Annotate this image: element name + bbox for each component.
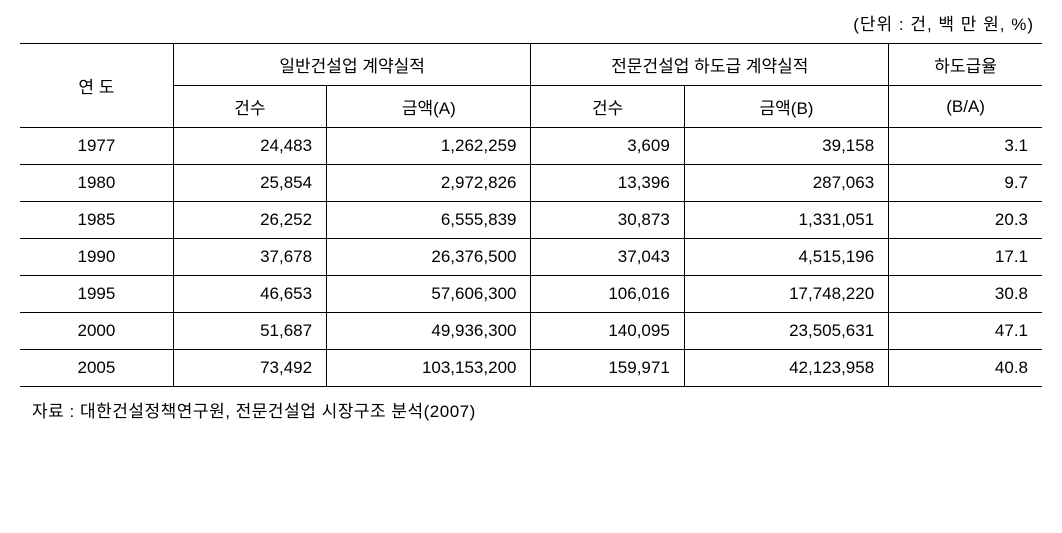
header-year: 연 도 xyxy=(20,44,173,128)
header-group-general: 일반건설업 계약실적 xyxy=(173,44,531,86)
cell-general-amount: 6,555,839 xyxy=(327,202,531,239)
cell-special-amount: 4,515,196 xyxy=(684,239,888,276)
header-general-count: 건수 xyxy=(173,86,326,128)
cell-year: 2000 xyxy=(20,313,173,350)
cell-rate: 17.1 xyxy=(889,239,1042,276)
cell-general-count: 24,483 xyxy=(173,128,326,165)
cell-special-amount: 42,123,958 xyxy=(684,350,888,387)
cell-rate: 30.8 xyxy=(889,276,1042,313)
cell-year: 2005 xyxy=(20,350,173,387)
header-rate-top: 하도급율 xyxy=(889,44,1042,86)
table-row: 2005 73,492 103,153,200 159,971 42,123,9… xyxy=(20,350,1042,387)
cell-general-amount: 2,972,826 xyxy=(327,165,531,202)
contract-table: 연 도 일반건설업 계약실적 전문건설업 하도급 계약실적 하도급율 건수 금액… xyxy=(20,43,1042,387)
table-row: 1995 46,653 57,606,300 106,016 17,748,22… xyxy=(20,276,1042,313)
cell-rate: 20.3 xyxy=(889,202,1042,239)
table-row: 1985 26,252 6,555,839 30,873 1,331,051 2… xyxy=(20,202,1042,239)
header-rate-sub: (B/A) xyxy=(889,86,1042,128)
cell-special-count: 159,971 xyxy=(531,350,684,387)
cell-special-amount: 17,748,220 xyxy=(684,276,888,313)
cell-rate: 40.8 xyxy=(889,350,1042,387)
cell-special-amount: 1,331,051 xyxy=(684,202,888,239)
table-row: 2000 51,687 49,936,300 140,095 23,505,63… xyxy=(20,313,1042,350)
cell-special-count: 30,873 xyxy=(531,202,684,239)
cell-rate: 3.1 xyxy=(889,128,1042,165)
cell-general-amount: 49,936,300 xyxy=(327,313,531,350)
unit-label: (단위 : 건, 백 만 원, %) xyxy=(20,10,1042,35)
cell-general-count: 26,252 xyxy=(173,202,326,239)
table-row: 1990 37,678 26,376,500 37,043 4,515,196 … xyxy=(20,239,1042,276)
cell-year: 1977 xyxy=(20,128,173,165)
cell-general-amount: 57,606,300 xyxy=(327,276,531,313)
cell-special-count: 3,609 xyxy=(531,128,684,165)
cell-year: 1985 xyxy=(20,202,173,239)
cell-special-count: 106,016 xyxy=(531,276,684,313)
cell-general-amount: 26,376,500 xyxy=(327,239,531,276)
source-note: 자료 : 대한건설정책연구원, 전문건설업 시장구조 분석(2007) xyxy=(20,397,1042,422)
cell-special-amount: 39,158 xyxy=(684,128,888,165)
header-general-amount: 금액(A) xyxy=(327,86,531,128)
cell-rate: 47.1 xyxy=(889,313,1042,350)
cell-general-count: 46,653 xyxy=(173,276,326,313)
cell-special-count: 13,396 xyxy=(531,165,684,202)
cell-general-amount: 1,262,259 xyxy=(327,128,531,165)
table-row: 1977 24,483 1,262,259 3,609 39,158 3.1 xyxy=(20,128,1042,165)
cell-general-count: 73,492 xyxy=(173,350,326,387)
cell-general-count: 51,687 xyxy=(173,313,326,350)
cell-general-count: 25,854 xyxy=(173,165,326,202)
cell-rate: 9.7 xyxy=(889,165,1042,202)
cell-year: 1990 xyxy=(20,239,173,276)
cell-special-count: 37,043 xyxy=(531,239,684,276)
table-row: 1980 25,854 2,972,826 13,396 287,063 9.7 xyxy=(20,165,1042,202)
cell-general-amount: 103,153,200 xyxy=(327,350,531,387)
cell-special-count: 140,095 xyxy=(531,313,684,350)
cell-special-amount: 23,505,631 xyxy=(684,313,888,350)
cell-general-count: 37,678 xyxy=(173,239,326,276)
header-special-amount: 금액(B) xyxy=(684,86,888,128)
cell-year: 1980 xyxy=(20,165,173,202)
table-body: 1977 24,483 1,262,259 3,609 39,158 3.1 1… xyxy=(20,128,1042,387)
cell-special-amount: 287,063 xyxy=(684,165,888,202)
header-special-count: 건수 xyxy=(531,86,684,128)
header-group-special: 전문건설업 하도급 계약실적 xyxy=(531,44,889,86)
cell-year: 1995 xyxy=(20,276,173,313)
